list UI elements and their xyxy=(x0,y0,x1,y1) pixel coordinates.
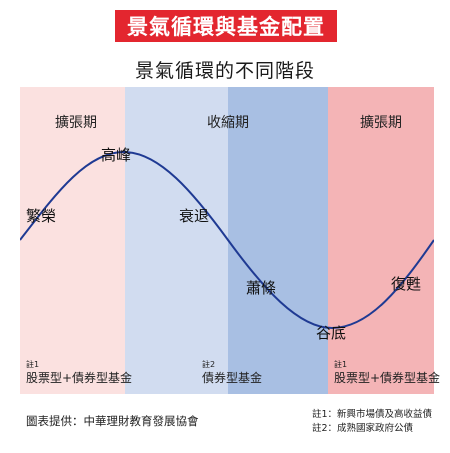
note-text: 股票型+債券型基金 xyxy=(334,371,441,385)
note-text: 股票型+債券型基金 xyxy=(26,371,133,385)
note-tag: 註2 xyxy=(202,360,216,369)
title-banner: 景氣循環與基金配置 xyxy=(115,10,337,42)
chart-credit: 圖表提供：中華理財教育發展協會 xyxy=(26,414,199,428)
diagram-subtitle: 景氣循環的不同階段 xyxy=(134,60,315,82)
label-trough: 谷底 xyxy=(316,324,347,342)
banner-title: 景氣循環與基金配置 xyxy=(127,15,325,39)
phase-expansion-left xyxy=(20,87,125,394)
cycle-curve-svg xyxy=(20,150,434,330)
note-text: 債券型基金 xyxy=(202,371,263,385)
phase-contraction-dark xyxy=(228,87,328,394)
business-cycle-curve xyxy=(20,150,434,330)
note-expansion-left: 註1 股票型+債券型基金 xyxy=(26,360,132,386)
note-tag: 註1 xyxy=(334,360,348,369)
phase-label-contraction: 收縮期 xyxy=(207,115,249,131)
label-peak: 高峰 xyxy=(101,146,132,164)
label-boom: 繁榮 xyxy=(26,207,57,225)
note-contraction: 註2 債券型基金 xyxy=(202,360,262,386)
cycle-diagram: 擴張期 收縮期 擴張期 繁榮 高峰 衰退 蕭條 谷底 復甦 註1 股票型+債券型… xyxy=(20,87,440,394)
footnotes: 註1：新興市場債及高收益債 註2：成熟國家政府公債 xyxy=(312,408,432,436)
label-recession: 衰退 xyxy=(179,207,210,225)
phase-label-expansion-right: 擴張期 xyxy=(360,115,402,131)
footnote-2: 註2：成熟國家政府公債 xyxy=(312,423,414,434)
phase-expansion-right xyxy=(328,87,434,394)
phase-contraction-light xyxy=(125,87,228,394)
phase-label-expansion-left: 擴張期 xyxy=(55,115,97,131)
label-depression: 蕭條 xyxy=(246,279,277,297)
label-recovery: 復甦 xyxy=(391,275,422,293)
note-expansion-right: 註1 股票型+債券型基金 xyxy=(334,360,440,386)
footnote-1: 註1：新興市場債及高收益債 xyxy=(312,409,433,420)
note-tag: 註1 xyxy=(26,360,40,369)
